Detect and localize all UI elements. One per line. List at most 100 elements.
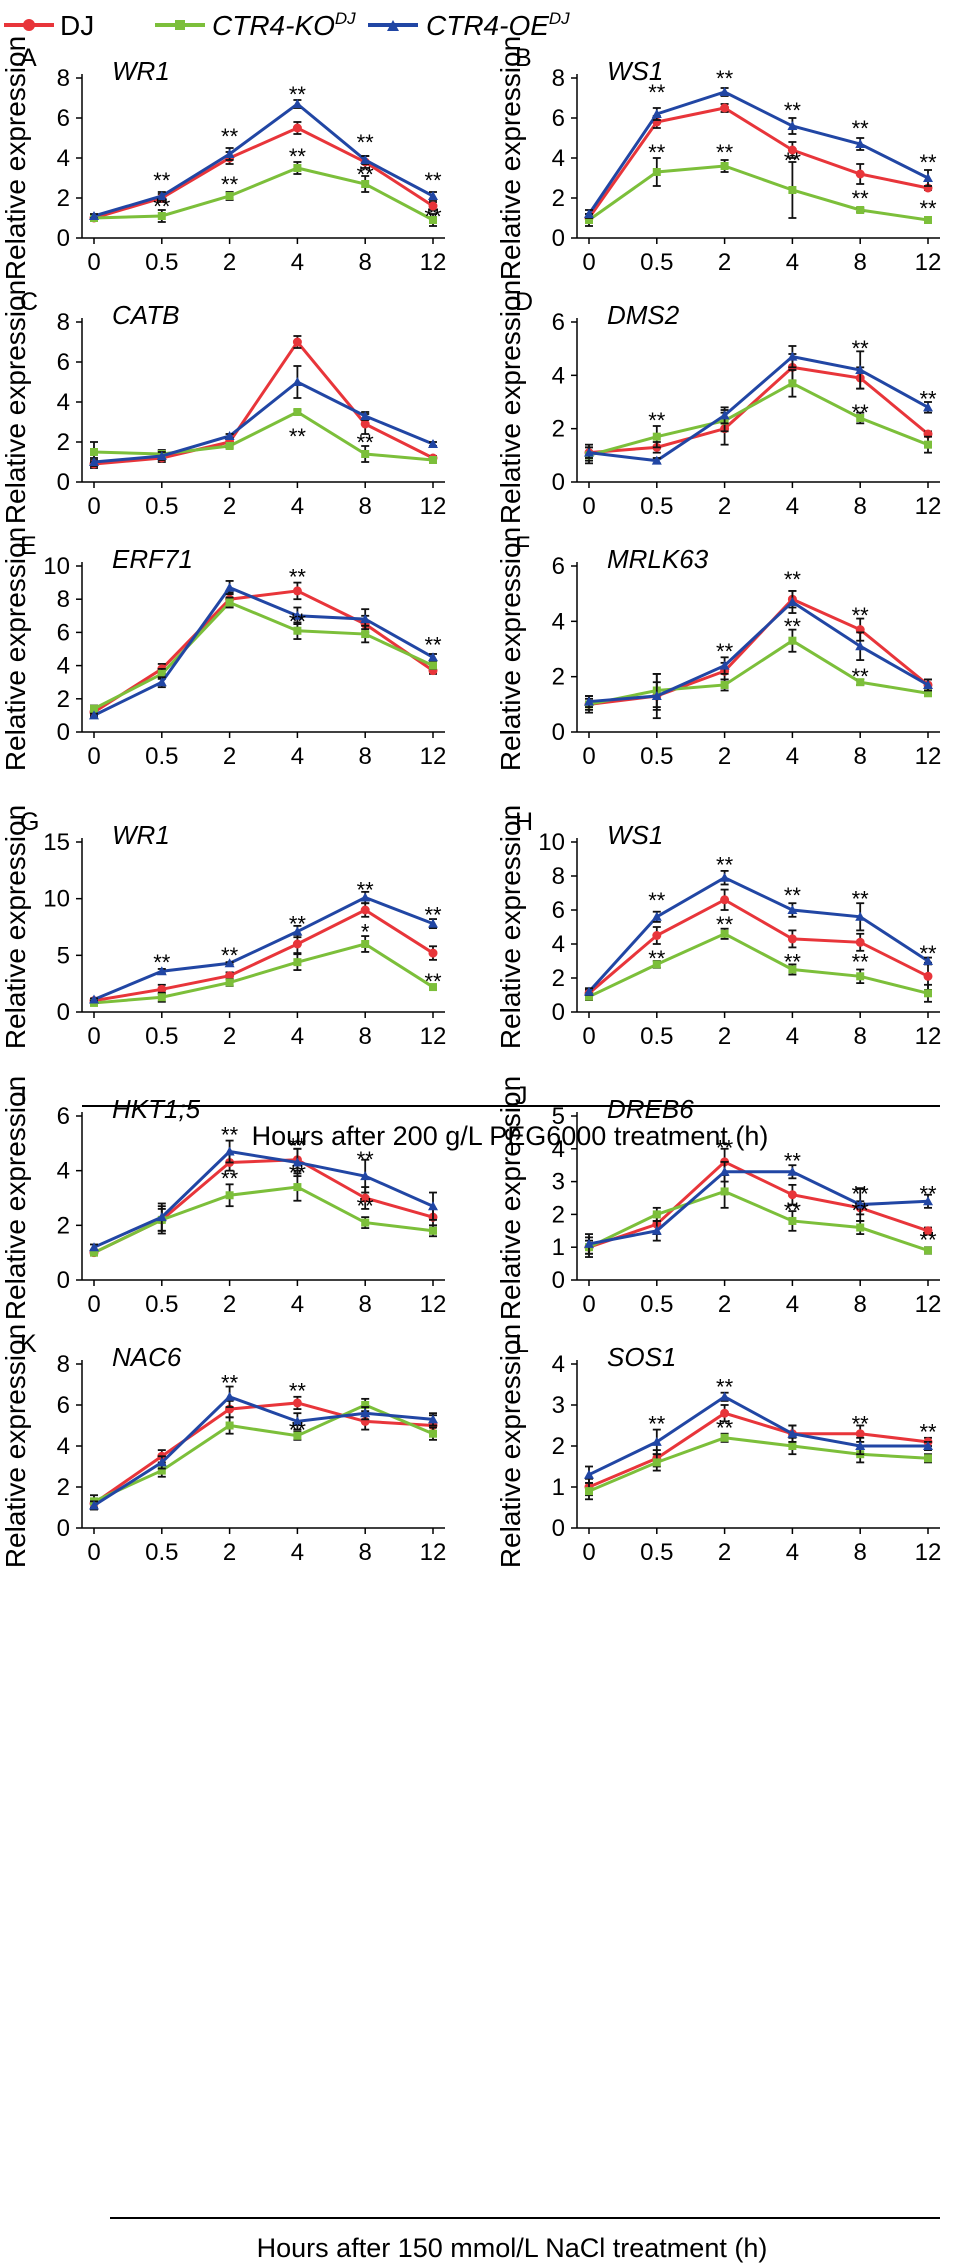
data-point: [584, 1238, 594, 1248]
y-tick-label: 8: [57, 1351, 70, 1378]
series-oe: [584, 870, 933, 996]
gene-title: ERF71: [112, 544, 193, 574]
data-point: [855, 1441, 866, 1450]
x-tick-label: 4: [291, 493, 304, 520]
data-point: [652, 931, 662, 940]
x-tick-label: 12: [915, 493, 942, 520]
data-point: [90, 448, 98, 456]
x-tick-label: 0: [87, 1023, 100, 1050]
data-point: [787, 596, 798, 606]
data-point: [361, 630, 370, 639]
series-line: [587, 876, 929, 993]
y-tick-label: 8: [57, 65, 70, 92]
data-point: [156, 1457, 167, 1467]
y-tick-label: 0: [57, 719, 70, 746]
data-point: [651, 911, 662, 921]
data-point: [923, 679, 933, 689]
y-tick-label: 6: [57, 349, 70, 376]
y-tick-label: 2: [57, 1474, 70, 1501]
data-point: [428, 918, 438, 928]
x-tick-label: 4: [291, 1291, 304, 1318]
y-axis-label: Relative expression: [495, 1076, 526, 1320]
significance-mark: **: [648, 888, 666, 913]
significance-mark: **: [424, 632, 442, 657]
data-point: [224, 1146, 235, 1156]
data-point: [652, 1458, 661, 1467]
data-point: [293, 408, 302, 416]
y-tick-label: 2: [552, 185, 565, 212]
data-point: [787, 1428, 798, 1438]
data-point: [90, 704, 98, 713]
series-line: [588, 365, 929, 455]
significance-mark: **: [289, 1379, 307, 1404]
y-tick-label: 2: [552, 1433, 565, 1460]
data-point: [923, 1441, 933, 1450]
significance-mark: **: [289, 564, 307, 589]
series-line: [588, 597, 929, 706]
y-tick-label: 0: [552, 719, 565, 746]
x-tick-label: 2: [718, 493, 731, 520]
data-point: [855, 169, 865, 179]
series-line: [93, 1395, 434, 1507]
data-point: [651, 109, 662, 118]
data-point: [89, 457, 99, 466]
x-tick-label: 8: [359, 1539, 372, 1566]
significance-mark: **: [852, 1181, 870, 1206]
panel-letter: A: [20, 44, 37, 72]
series-oe: [89, 99, 438, 220]
x-tick-label: 12: [915, 1291, 942, 1318]
data-point: [923, 1196, 933, 1206]
y-tick-label: 4: [552, 931, 565, 958]
x-tick-label: 0: [582, 743, 595, 770]
y-tick-label: 8: [57, 309, 70, 336]
x-tick-label: 12: [420, 493, 447, 520]
series-ko: [585, 628, 932, 714]
significance-mark: **: [716, 639, 734, 664]
significance-mark: *: [361, 919, 370, 944]
series-oe: [584, 1391, 933, 1484]
x-tick-label: 2: [223, 743, 236, 770]
x-tick-label: 2: [223, 249, 236, 276]
significance-mark: **: [221, 1122, 239, 1147]
y-tick-label: 2: [552, 965, 565, 992]
y-tick-label: 8: [552, 65, 565, 92]
series-line: [588, 932, 929, 999]
y-tick-label: 0: [57, 1515, 70, 1542]
series-dj: [584, 103, 933, 223]
significance-mark: **: [919, 196, 937, 221]
series-dj: [89, 1147, 438, 1258]
data-point: [292, 1398, 302, 1408]
significance-mark: **: [153, 950, 171, 975]
data-point: [360, 419, 370, 429]
data-point: [225, 1191, 234, 1200]
gene-title: WS1: [607, 56, 663, 86]
panel-letter: J: [515, 1082, 528, 1110]
y-tick-label: 6: [552, 105, 565, 132]
data-point: [292, 123, 302, 133]
y-tick-label: 6: [552, 553, 565, 580]
data-point: [923, 1226, 933, 1236]
y-tick-label: 1: [552, 1234, 565, 1261]
y-axis-label: Relative expression: [495, 280, 526, 524]
significance-mark: **: [716, 1375, 734, 1400]
data-point: [428, 439, 438, 448]
data-point: [787, 145, 797, 155]
data-point: [361, 450, 370, 458]
x-tick-label: 0: [87, 743, 100, 770]
legend-marker-oe: [387, 20, 399, 31]
data-point: [429, 983, 437, 992]
y-tick-label: 4: [552, 362, 565, 389]
y-tick-label: 0: [552, 999, 565, 1026]
significance-mark: **: [357, 130, 375, 155]
significance-mark: **: [221, 124, 239, 149]
y-tick-label: 6: [57, 1392, 70, 1419]
data-point: [924, 216, 932, 224]
x-tick-label: 4: [291, 1539, 304, 1566]
data-point: [788, 636, 797, 645]
significance-mark: **: [919, 150, 937, 175]
series-line: [93, 380, 434, 464]
gene-title: CATB: [112, 300, 179, 330]
significance-mark: **: [852, 336, 870, 361]
data-point: [788, 379, 797, 388]
x-tick-label: 2: [718, 743, 731, 770]
